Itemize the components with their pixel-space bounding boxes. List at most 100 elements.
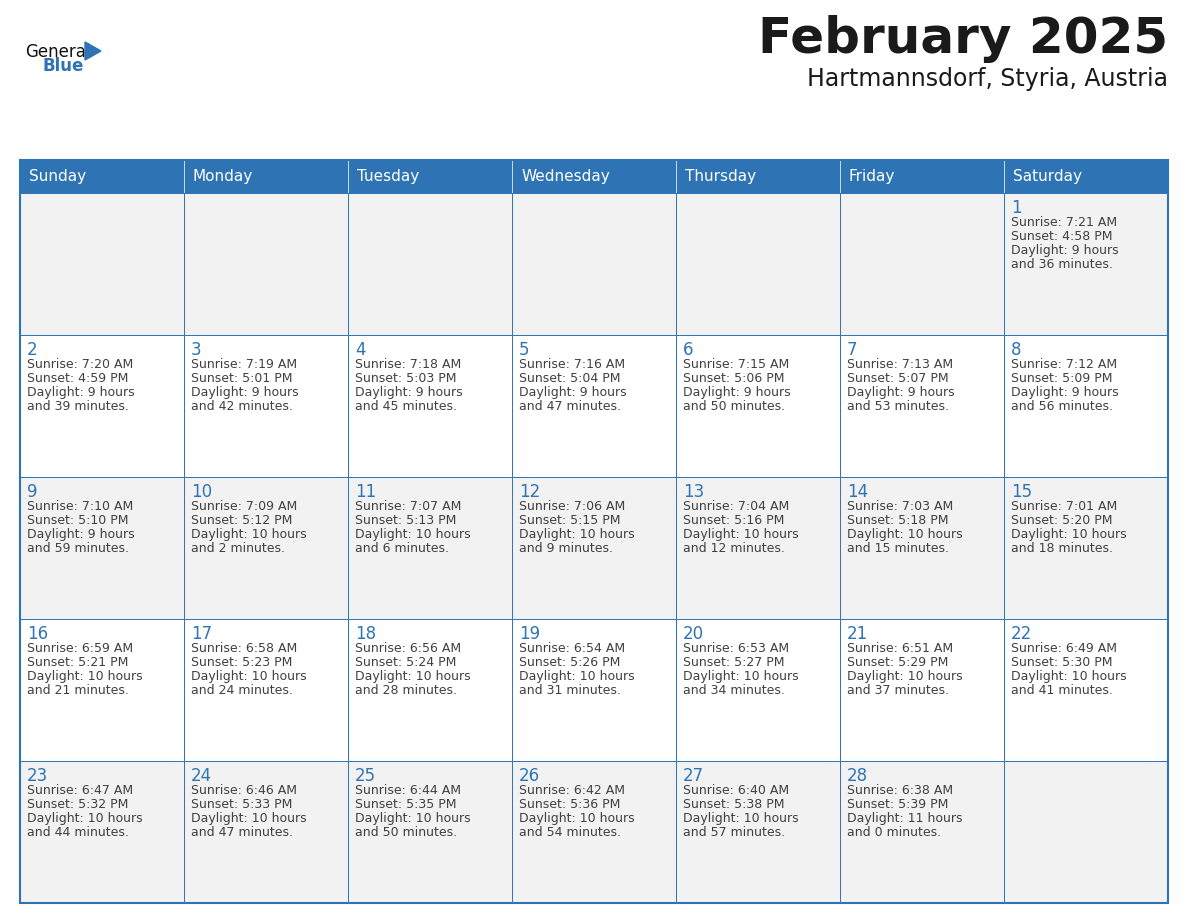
Bar bbox=[1004, 477, 1168, 619]
Text: Sunset: 5:29 PM: Sunset: 5:29 PM bbox=[847, 656, 948, 669]
Text: February 2025: February 2025 bbox=[758, 15, 1168, 63]
Text: and 53 minutes.: and 53 minutes. bbox=[847, 400, 949, 413]
Text: and 39 minutes.: and 39 minutes. bbox=[27, 400, 128, 413]
Text: and 56 minutes.: and 56 minutes. bbox=[1011, 400, 1113, 413]
Text: and 15 minutes.: and 15 minutes. bbox=[847, 542, 949, 554]
Text: Daylight: 10 hours: Daylight: 10 hours bbox=[27, 670, 143, 683]
Bar bbox=[840, 619, 1004, 761]
Text: Sunrise: 7:03 AM: Sunrise: 7:03 AM bbox=[847, 500, 953, 513]
Text: Sunrise: 6:49 AM: Sunrise: 6:49 AM bbox=[1011, 642, 1117, 655]
Bar bbox=[512, 477, 676, 619]
Text: Sunset: 5:33 PM: Sunset: 5:33 PM bbox=[191, 798, 292, 811]
Text: Sunrise: 6:51 AM: Sunrise: 6:51 AM bbox=[847, 642, 953, 655]
Bar bbox=[348, 619, 512, 761]
Text: and 54 minutes.: and 54 minutes. bbox=[519, 826, 621, 839]
Text: Sunrise: 7:01 AM: Sunrise: 7:01 AM bbox=[1011, 500, 1117, 513]
Bar bbox=[20, 160, 184, 193]
Text: Sunset: 5:36 PM: Sunset: 5:36 PM bbox=[519, 798, 620, 811]
Text: Daylight: 10 hours: Daylight: 10 hours bbox=[519, 528, 634, 541]
Bar bbox=[840, 477, 1004, 619]
Text: Sunrise: 7:13 AM: Sunrise: 7:13 AM bbox=[847, 358, 953, 371]
Text: Sunrise: 6:40 AM: Sunrise: 6:40 AM bbox=[683, 784, 789, 797]
Text: Sunset: 5:18 PM: Sunset: 5:18 PM bbox=[847, 514, 948, 527]
Text: 3: 3 bbox=[191, 341, 202, 359]
Text: and 21 minutes.: and 21 minutes. bbox=[27, 684, 128, 697]
Text: Sunrise: 6:44 AM: Sunrise: 6:44 AM bbox=[355, 784, 461, 797]
Bar bbox=[676, 193, 840, 335]
Text: Daylight: 10 hours: Daylight: 10 hours bbox=[847, 670, 962, 683]
Text: Sunset: 5:13 PM: Sunset: 5:13 PM bbox=[355, 514, 456, 527]
Bar bbox=[1004, 160, 1168, 193]
Bar bbox=[1004, 193, 1168, 335]
Text: 14: 14 bbox=[847, 483, 868, 501]
Text: Daylight: 10 hours: Daylight: 10 hours bbox=[1011, 670, 1126, 683]
Text: Daylight: 9 hours: Daylight: 9 hours bbox=[519, 386, 626, 399]
Bar bbox=[20, 160, 1168, 903]
Text: and 45 minutes.: and 45 minutes. bbox=[355, 400, 457, 413]
Text: and 24 minutes.: and 24 minutes. bbox=[191, 684, 293, 697]
Text: Daylight: 10 hours: Daylight: 10 hours bbox=[355, 812, 470, 825]
Text: Daylight: 10 hours: Daylight: 10 hours bbox=[847, 528, 962, 541]
Text: Sunset: 5:24 PM: Sunset: 5:24 PM bbox=[355, 656, 456, 669]
Text: Sunrise: 7:12 AM: Sunrise: 7:12 AM bbox=[1011, 358, 1117, 371]
Bar bbox=[1004, 761, 1168, 903]
Bar bbox=[348, 477, 512, 619]
Text: Sunrise: 7:06 AM: Sunrise: 7:06 AM bbox=[519, 500, 625, 513]
Text: 27: 27 bbox=[683, 767, 704, 785]
Text: Sunrise: 6:53 AM: Sunrise: 6:53 AM bbox=[683, 642, 789, 655]
Text: Sunset: 5:16 PM: Sunset: 5:16 PM bbox=[683, 514, 784, 527]
Bar bbox=[512, 193, 676, 335]
Text: 28: 28 bbox=[847, 767, 868, 785]
Bar bbox=[512, 160, 676, 193]
Text: Sunset: 5:01 PM: Sunset: 5:01 PM bbox=[191, 372, 292, 385]
Bar bbox=[184, 761, 348, 903]
Text: 4: 4 bbox=[355, 341, 366, 359]
Text: Sunset: 5:12 PM: Sunset: 5:12 PM bbox=[191, 514, 292, 527]
Bar bbox=[20, 335, 184, 477]
Bar bbox=[20, 193, 184, 335]
Text: 1: 1 bbox=[1011, 199, 1022, 217]
Text: 12: 12 bbox=[519, 483, 541, 501]
Text: Sunrise: 7:10 AM: Sunrise: 7:10 AM bbox=[27, 500, 133, 513]
Text: Daylight: 9 hours: Daylight: 9 hours bbox=[27, 528, 134, 541]
Text: Saturday: Saturday bbox=[1013, 169, 1082, 184]
Text: Sunset: 5:39 PM: Sunset: 5:39 PM bbox=[847, 798, 948, 811]
Text: Daylight: 9 hours: Daylight: 9 hours bbox=[683, 386, 791, 399]
Bar bbox=[676, 761, 840, 903]
Text: 19: 19 bbox=[519, 625, 541, 643]
Text: Sunset: 5:15 PM: Sunset: 5:15 PM bbox=[519, 514, 620, 527]
Bar bbox=[676, 335, 840, 477]
Text: Daylight: 9 hours: Daylight: 9 hours bbox=[27, 386, 134, 399]
Text: Daylight: 10 hours: Daylight: 10 hours bbox=[683, 812, 798, 825]
Text: Sunrise: 7:07 AM: Sunrise: 7:07 AM bbox=[355, 500, 461, 513]
Text: Daylight: 10 hours: Daylight: 10 hours bbox=[27, 812, 143, 825]
Text: Sunset: 5:35 PM: Sunset: 5:35 PM bbox=[355, 798, 456, 811]
Bar bbox=[184, 193, 348, 335]
Text: Daylight: 9 hours: Daylight: 9 hours bbox=[355, 386, 462, 399]
Text: Daylight: 10 hours: Daylight: 10 hours bbox=[1011, 528, 1126, 541]
Bar bbox=[348, 193, 512, 335]
Text: 21: 21 bbox=[847, 625, 868, 643]
Text: Monday: Monday bbox=[192, 169, 253, 184]
Text: 17: 17 bbox=[191, 625, 213, 643]
Text: 24: 24 bbox=[191, 767, 213, 785]
Text: and 41 minutes.: and 41 minutes. bbox=[1011, 684, 1113, 697]
Text: Sunrise: 7:19 AM: Sunrise: 7:19 AM bbox=[191, 358, 297, 371]
Text: Sunrise: 7:20 AM: Sunrise: 7:20 AM bbox=[27, 358, 133, 371]
Text: and 28 minutes.: and 28 minutes. bbox=[355, 684, 457, 697]
Bar bbox=[676, 477, 840, 619]
Text: Sunset: 5:32 PM: Sunset: 5:32 PM bbox=[27, 798, 128, 811]
Text: 16: 16 bbox=[27, 625, 49, 643]
Text: Sunset: 4:58 PM: Sunset: 4:58 PM bbox=[1011, 230, 1112, 243]
Bar bbox=[20, 477, 184, 619]
Text: Sunset: 5:38 PM: Sunset: 5:38 PM bbox=[683, 798, 784, 811]
Text: Blue: Blue bbox=[43, 57, 84, 75]
Bar bbox=[676, 619, 840, 761]
Bar bbox=[20, 761, 184, 903]
Text: Sunrise: 6:56 AM: Sunrise: 6:56 AM bbox=[355, 642, 461, 655]
Text: Sunrise: 6:46 AM: Sunrise: 6:46 AM bbox=[191, 784, 297, 797]
Bar bbox=[512, 761, 676, 903]
Bar bbox=[512, 619, 676, 761]
Text: Daylight: 10 hours: Daylight: 10 hours bbox=[683, 670, 798, 683]
Text: Sunrise: 6:47 AM: Sunrise: 6:47 AM bbox=[27, 784, 133, 797]
